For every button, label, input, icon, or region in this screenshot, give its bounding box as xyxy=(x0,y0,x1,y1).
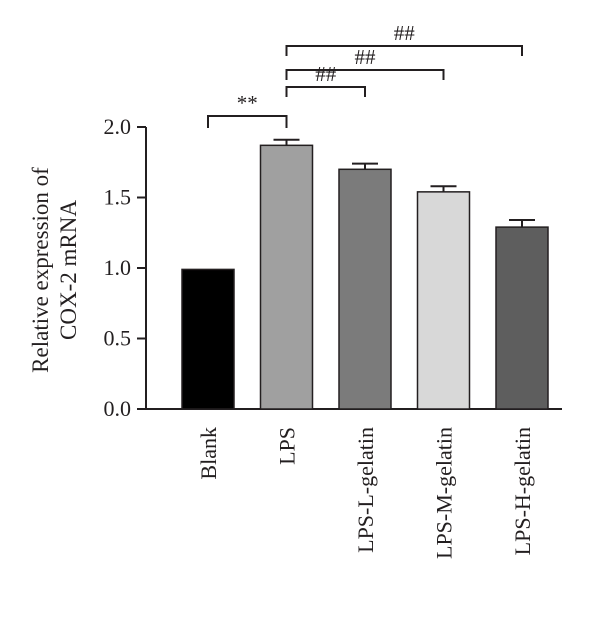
bars xyxy=(181,144,549,410)
bar-lps xyxy=(259,144,314,410)
x-tick-label: LPS-H-gelatin xyxy=(510,427,535,555)
error-bars xyxy=(273,138,535,228)
significance-bracket xyxy=(285,86,366,97)
y-tick-label: 1.5 xyxy=(104,185,132,210)
bar-lps-h-gelatin xyxy=(495,226,549,410)
significance-label: ## xyxy=(315,62,337,86)
x-tick-labels: Blank LPS LPS-L-gelatin LPS-M-gelatin LPS-H-… xyxy=(196,427,535,559)
significance-bracket xyxy=(285,69,445,80)
y-tick-label: 2.0 xyxy=(104,114,132,139)
bar-blank xyxy=(181,268,235,410)
x-tick-label: Blank xyxy=(196,427,221,480)
y-axis-label-line-1: Relative expression of xyxy=(28,167,53,373)
bar-lps-m-gelatin xyxy=(416,191,471,410)
y-tick-label: 0.0 xyxy=(104,396,132,421)
significance-label: ## xyxy=(394,21,416,45)
significance-bracket xyxy=(207,115,288,128)
x-tick-label: LPS-L-gelatin xyxy=(353,427,378,553)
significance-label: ## xyxy=(355,45,377,69)
significance-label: ** xyxy=(237,91,258,115)
x-tick-label: LPS-M-gelatin xyxy=(432,427,457,559)
significance-bracket xyxy=(285,45,523,56)
x-tick-label: LPS xyxy=(275,427,300,465)
y-tick-label: 1.0 xyxy=(104,255,132,280)
y-ticks: 0.0 0.5 1.0 1.5 2.0 xyxy=(104,114,146,421)
bar-lps-l-gelatin xyxy=(338,168,392,410)
y-axis-label: Relative expression of COX-2 mRNA xyxy=(28,167,81,373)
y-axis-label-line-2: COX-2 mRNA xyxy=(56,200,81,340)
y-tick-label: 0.5 xyxy=(104,326,132,351)
significance-brackets: ** ## ## ## xyxy=(207,21,523,128)
